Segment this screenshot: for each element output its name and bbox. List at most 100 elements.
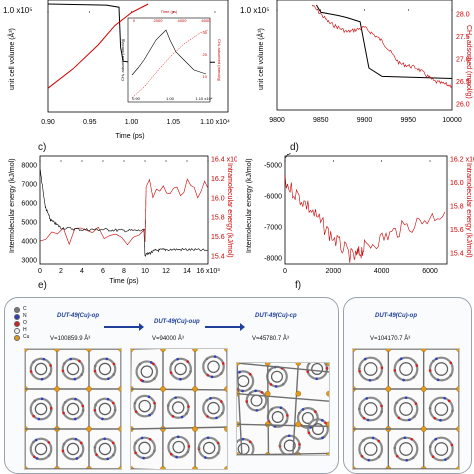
- legend-dot-cu: [14, 334, 20, 341]
- chart-d-y2tick-1: 16.0: [450, 180, 464, 187]
- legend-item-n: N: [14, 313, 29, 320]
- frame-title-1: DUT-49(Cu)-op: [57, 313, 99, 319]
- chart-c-xtick-7: 14: [183, 268, 191, 275]
- chart-c-xlabel: Time (ps): [109, 278, 138, 285]
- chart-d: Intermolecular energy (kJ/mol) Intramole…: [246, 153, 474, 275]
- frame-volume-4: V=104170.7 Å³: [370, 336, 411, 342]
- chart-a-inset-ylabel: CH₄ adsorbed (mmol/g): [120, 38, 125, 81]
- frame-volume-2: V=94000 Å³: [152, 336, 184, 342]
- chart-c-ylabel: Intermolecular energy (kJ/mol): [9, 158, 16, 253]
- chart-d-red-series-0: [284, 174, 446, 263]
- chart-d-ytick-2: -7000: [264, 225, 282, 232]
- chart-b-xtick-0: 9800: [269, 117, 285, 124]
- chart-a-inset-xtick-bottom-2: 1.10 x10⁴: [195, 96, 212, 101]
- chart-c-black-series-0: [39, 169, 209, 257]
- chart-a-inset-xtick-top-2: 4000: [178, 18, 188, 23]
- chart-d-y2tick-4: 15.4: [450, 251, 464, 258]
- chart-c-ytick-3: 5000: [21, 220, 37, 227]
- frame-title-3: DUT-49(Cu)-cp: [255, 313, 297, 319]
- chart-a-series-1: [47, 3, 149, 89]
- chart-b-xtick-4: 10000: [442, 117, 462, 124]
- legend-label-o: O: [23, 320, 27, 326]
- panel-letter-c: c): [38, 142, 47, 153]
- chart-a-xtick-2: 1.00: [125, 119, 139, 126]
- chart-b-y2tick-4: 26.0: [456, 102, 470, 109]
- chart-d-xtick-1: 2000: [326, 268, 342, 275]
- chart-c-y2tick-5: 15.4: [211, 254, 225, 261]
- chart-c-y2tick-4: 15.6: [211, 234, 225, 241]
- chart-d-ylabel: Intermolecular energy (kJ/mol): [246, 158, 253, 253]
- chart-a-inset-y2tick-2: 10: [203, 74, 208, 79]
- legend-label-h: H: [23, 327, 27, 333]
- chart-a-inset-red: [131, 29, 209, 99]
- chart-c-xtick-6: 12: [162, 268, 170, 275]
- chart-b-y2label: CH₄ adsorbed (mmol/g): [465, 25, 472, 99]
- panel-letter-d: d): [290, 142, 299, 153]
- mof-structure-op-2: [352, 348, 460, 470]
- chart-a-inset-xtick-top-0: 0: [133, 18, 136, 23]
- chart-a-inset-black: [131, 29, 207, 76]
- chart-c-ytick-1: 7000: [21, 182, 37, 189]
- frame-title-2: DUT-49(Cu)-oup: [154, 319, 200, 325]
- chart-a-ylabel: unit cell volume (Å³): [7, 28, 16, 90]
- chart-b-y2tick-2: 27.0: [456, 57, 470, 64]
- legend-label-c: C: [23, 306, 27, 312]
- chart-d-y2label: Intramolecular energy (kJ/mol): [465, 163, 472, 258]
- chart-d-xtick-0: 0: [283, 268, 287, 275]
- chart-a-inset-xtick-bottom-0: 0.90: [132, 96, 141, 101]
- chart-a-inset-xtick-top-1: 2000: [154, 18, 164, 23]
- chart-a-xtick-0: 0.90: [41, 119, 55, 126]
- chart-c-xtick-1: 2: [59, 268, 63, 275]
- legend-dot-c: [14, 306, 20, 313]
- chart-a-xtick-1: 0.95: [83, 119, 97, 126]
- chart-b-black-series-0: [315, 4, 453, 79]
- legend-label-n: N: [23, 313, 27, 319]
- mof-structure-oup: [130, 348, 228, 470]
- chart-b: 1.0 x10⁵ unit cell volume (Å³) CH₄ adsor…: [240, 0, 472, 124]
- transition-arrow-1: [104, 323, 144, 331]
- chart-a-inset-y2label: CH₄ adsorbed (mmol/g): [217, 39, 222, 82]
- legend-item-o: O: [14, 320, 29, 327]
- chart-b-red-series-0: [311, 4, 453, 89]
- frame-volume-3: V=45780.7 Å³: [252, 336, 289, 342]
- chart-a-xtick-4: 1.10 x10⁴: [200, 119, 230, 126]
- chart-d-xtick-3: 6000: [422, 268, 438, 275]
- chart-c-red-series-0: [39, 178, 209, 246]
- chart-a-inset-xtick-top-3: 6000: [202, 18, 212, 23]
- chart-c-xtick-5: 10: [141, 268, 149, 275]
- chart-c-xtick-8: 16 x10³: [196, 268, 220, 275]
- mof-structure-op: [24, 348, 122, 470]
- chart-a: 1.0 x10⁵ unit cell volume (Å³) 0.90 0.95 1…: [3, 0, 230, 140]
- legend-item-h: H: [14, 327, 29, 334]
- chart-d-y2tick-3: 15.6: [450, 227, 464, 234]
- frame-volume-1: V=100859.9 Å³: [50, 336, 91, 342]
- chart-c-ytick-4: 4000: [21, 239, 37, 246]
- panel-letter-e: e): [38, 280, 47, 291]
- chart-c-xtick-4: 8: [122, 268, 126, 275]
- legend-dot-n: [14, 313, 20, 320]
- chart-c-xtick-0: 0: [38, 268, 42, 275]
- chart-a-ytick-top: 1.0 x10⁵: [3, 6, 33, 15]
- chart-d-ytick-1: -6000: [264, 194, 282, 201]
- chart-c-ytick-2: 6000: [21, 201, 37, 208]
- chart-d-y2tick-0: 16.2 x10³: [450, 157, 474, 164]
- panel-letter-f: f): [295, 280, 302, 291]
- chart-b-y2tick-1: 27.5: [456, 34, 470, 41]
- chart-d-xtick-2: 4000: [374, 268, 390, 275]
- transition-arrow-2: [205, 323, 245, 331]
- legend-label-cu: Cu: [23, 334, 30, 340]
- chart-c-y2label: Intramolecular energy (kJ/mol): [226, 163, 233, 258]
- mof-structure-cp: [236, 362, 330, 456]
- chart-a-xlabel: Time (ps): [115, 133, 144, 140]
- chart-d-y2tick-2: 15.8: [450, 204, 464, 211]
- legend-dot-o: [14, 320, 20, 327]
- chart-c-y2tick-3: 15.8: [211, 215, 225, 222]
- legend-item-cu: Cu: [14, 334, 29, 341]
- chart-c-ytick-5: 3000: [21, 258, 37, 265]
- chart-b-y2tick-0: 28.0: [456, 12, 470, 19]
- chart-a-inset-y2tick-0: 30: [203, 30, 208, 35]
- atom-legend: C N O H Cu: [14, 306, 29, 341]
- chart-a-inset: [127, 17, 211, 103]
- legend-dot-h: [14, 327, 20, 334]
- chart-c-xtick-3: 6: [101, 268, 105, 275]
